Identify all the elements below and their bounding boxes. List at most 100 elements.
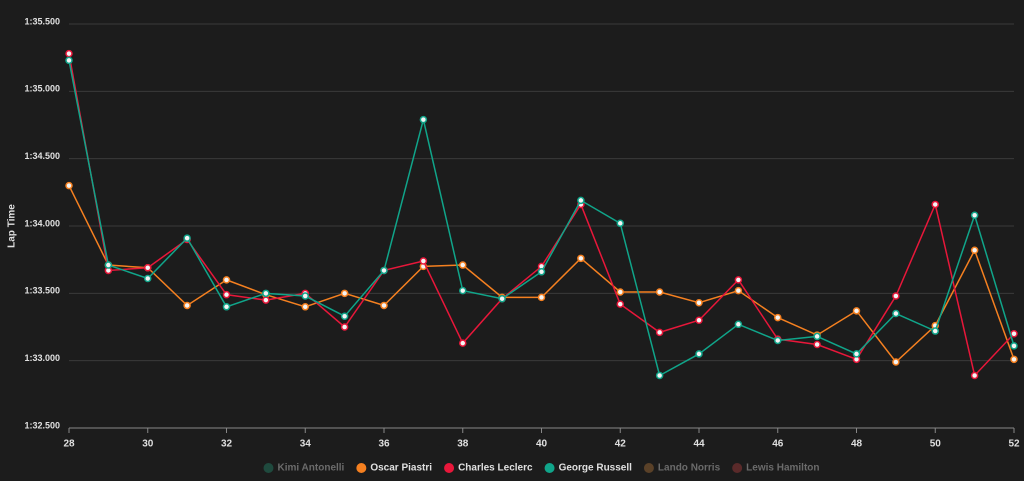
data-point <box>695 299 703 307</box>
data-point <box>734 286 743 295</box>
legend-label: Lando Norris <box>658 463 721 474</box>
data-point <box>222 303 231 311</box>
data-point <box>222 276 231 284</box>
x-tick-label: 36 <box>378 439 390 450</box>
data-point <box>65 49 73 58</box>
y-tick-label: 1:33.500 <box>24 286 60 296</box>
data-point <box>970 246 979 254</box>
data-point <box>1010 342 1018 350</box>
data-point <box>813 340 821 349</box>
y-tick-label: 1:34.000 <box>24 218 60 228</box>
data-point <box>340 323 349 331</box>
legend-label: Lewis Hamilton <box>746 463 819 474</box>
data-point <box>616 288 624 296</box>
legend-item[interactable]: George Russell <box>544 463 633 474</box>
legend-label: Oscar Piastri <box>370 463 432 474</box>
data-point <box>340 312 349 320</box>
y-tick-label: 1:34.500 <box>24 151 60 161</box>
data-point <box>380 301 388 310</box>
data-point <box>892 292 900 300</box>
legend-item[interactable]: Lando Norris <box>643 463 721 474</box>
data-point <box>144 263 152 272</box>
data-point <box>459 286 467 295</box>
data-point <box>1010 329 1018 338</box>
data-point <box>813 332 821 341</box>
x-tick-label: 50 <box>930 439 942 450</box>
data-point <box>931 327 939 335</box>
data-point <box>104 261 113 269</box>
data-point <box>695 316 703 325</box>
data-point <box>577 196 585 205</box>
x-tick-label: 52 <box>1008 439 1020 450</box>
legend-marker <box>544 463 555 473</box>
x-tick-label: 32 <box>221 439 233 450</box>
x-tick-label: 28 <box>63 439 75 450</box>
x-tick-label: 42 <box>615 439 627 450</box>
legend-item[interactable]: Lewis Hamilton <box>732 463 820 474</box>
data-point <box>970 211 979 219</box>
data-point <box>498 294 506 303</box>
data-point <box>459 261 467 269</box>
x-tick-label: 34 <box>300 439 312 450</box>
legend-marker <box>732 463 743 473</box>
legend-marker <box>356 463 367 473</box>
data-point <box>852 307 861 315</box>
data-point <box>970 371 979 380</box>
data-point <box>301 292 309 300</box>
data-point <box>616 219 624 228</box>
data-point <box>655 288 664 296</box>
data-point <box>419 257 428 265</box>
data-point <box>459 339 467 347</box>
data-point <box>892 358 900 366</box>
legend-item[interactable]: Kimi Antonelli <box>263 463 345 474</box>
data-point <box>65 56 73 65</box>
legend-label: Charles Leclerc <box>458 463 533 474</box>
data-point <box>419 115 428 124</box>
data-point <box>262 289 270 298</box>
data-point <box>852 350 861 358</box>
x-tick-label: 44 <box>693 439 705 450</box>
data-point <box>301 303 309 311</box>
data-point <box>262 296 270 304</box>
data-point <box>655 328 664 337</box>
data-point <box>892 309 900 318</box>
data-point <box>695 350 703 358</box>
legend-item[interactable]: Oscar Piastri <box>356 463 432 474</box>
x-tick-label: 38 <box>457 439 469 450</box>
data-point <box>655 371 664 380</box>
legend-marker <box>444 463 455 473</box>
data-point <box>734 276 743 284</box>
y-tick-label: 1:35.500 <box>24 16 60 26</box>
x-tick-label: 48 <box>851 439 863 450</box>
x-tick-label: 40 <box>536 439 548 450</box>
data-point <box>340 289 349 298</box>
data-point <box>222 290 231 299</box>
data-point <box>537 268 546 276</box>
data-point <box>931 200 939 209</box>
legend-marker <box>643 463 654 473</box>
data-point <box>774 336 782 345</box>
legend-marker <box>263 463 274 473</box>
x-tick-label: 30 <box>142 439 154 450</box>
data-point <box>380 266 388 275</box>
legend-label: George Russell <box>559 463 633 474</box>
data-point <box>144 274 152 283</box>
legend-label: Kimi Antonelli <box>277 463 344 474</box>
data-point <box>734 320 743 329</box>
y-tick-label: 1:35.000 <box>24 84 60 94</box>
data-point <box>183 301 191 310</box>
y-tick-label: 1:33.000 <box>24 353 60 363</box>
data-point <box>577 254 585 263</box>
legend-item[interactable]: Charles Leclerc <box>444 463 533 474</box>
x-tick-label: 46 <box>772 439 784 450</box>
y-axis-label: Lap Time <box>7 204 18 248</box>
data-point <box>616 300 624 308</box>
data-point <box>537 293 546 302</box>
y-tick-label: 1:32.500 <box>24 420 60 430</box>
data-point <box>183 234 191 242</box>
data-point <box>1010 355 1018 364</box>
data-point <box>774 313 782 322</box>
